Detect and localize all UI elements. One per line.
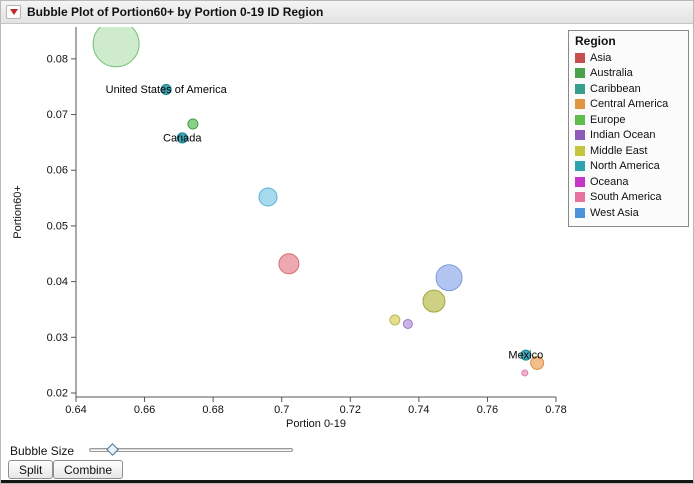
legend-item-label: Asia	[590, 51, 612, 64]
y-tick-label: 0.04	[47, 276, 68, 288]
x-tick-label: 0.68	[202, 404, 223, 416]
red-triangle-icon	[9, 9, 18, 15]
legend-color-swatch	[575, 99, 585, 110]
x-tick-label: 0.74	[408, 404, 429, 416]
bubble-plot: 0.64 0.66 0.68 0.7 0.72 0.74 0.76 0.78 0.02 0.03 0…	[12, 27, 567, 430]
x-tick-label: 0.64	[65, 404, 86, 416]
bubble-west-asia[interactable]	[258, 187, 278, 207]
legend-item-label: West Asia	[590, 206, 639, 219]
y-axis-title: Portion60+	[12, 185, 24, 239]
x-tick-label: 0.66	[134, 404, 155, 416]
y-tick-label: 0.06	[47, 165, 68, 177]
legend-item-asia[interactable]: Asia	[575, 50, 682, 66]
y-tick-label: 0.05	[47, 220, 68, 232]
legend-color-swatch	[575, 114, 585, 125]
legend-item-australia[interactable]: Australia	[575, 66, 682, 82]
legend-item-label: North America	[590, 160, 660, 173]
combine-button[interactable]: Combine	[53, 460, 124, 479]
bubble-size-label: Bubble Size	[10, 444, 75, 458]
legend-item-south-america[interactable]: South America	[575, 190, 682, 206]
slider-thumb[interactable]	[106, 443, 119, 456]
legend-item-label: Australia	[590, 67, 633, 80]
legend-title: Region	[575, 34, 616, 48]
bubble-west-asia[interactable]	[435, 264, 463, 292]
x-tick-label: 0.72	[340, 404, 361, 416]
legend-color-swatch	[575, 192, 585, 203]
bubble-central-america[interactable]	[530, 355, 545, 370]
report-title-bar: Bubble Plot of Portion60+ by Portion 0-1…	[1, 1, 693, 24]
legend-color-swatch	[575, 145, 585, 156]
legend-item-north-america[interactable]: North America	[575, 159, 682, 175]
bubble-label: United States of America	[106, 84, 228, 96]
report-title: Bubble Plot of Portion60+ by Portion 0-1…	[27, 5, 324, 19]
legend-color-swatch	[575, 207, 585, 218]
bubble-label: Mexico	[508, 350, 543, 362]
bubble-europe[interactable]	[92, 27, 140, 68]
legend-item-label: Central America	[590, 98, 669, 111]
bubble-middle-east[interactable]	[422, 289, 446, 313]
y-tick-label: 0.07	[47, 109, 68, 121]
slider-track[interactable]	[89, 448, 293, 452]
bubble-oceana[interactable]	[521, 369, 529, 377]
bubble-south-america[interactable]	[278, 253, 300, 275]
legend-item-label: Middle East	[590, 144, 648, 157]
y-tick-label: 0.08	[47, 53, 68, 65]
legend-item-label: Indian Ocean	[590, 129, 656, 142]
legend-item-oceana[interactable]: Oceana	[575, 174, 682, 190]
bubble-europe[interactable]	[187, 118, 199, 130]
y-tick-label: 0.02	[47, 388, 68, 400]
legend-item-middle-east[interactable]: Middle East	[575, 143, 682, 159]
legend-color-swatch	[575, 130, 585, 141]
legend-items: Asia Australia Caribbean Central America Eur…	[575, 50, 682, 221]
bubble-middle-east[interactable]	[389, 314, 401, 326]
x-axis-title: Portion 0-19	[286, 418, 346, 430]
legend-item-europe[interactable]: Europe	[575, 112, 682, 128]
y-tick-label: 0.03	[47, 332, 68, 344]
legend-color-swatch	[575, 176, 585, 187]
x-tick-label: 0.78	[545, 404, 566, 416]
bubble-size-slider[interactable]	[89, 442, 293, 458]
bubble-canada[interactable]	[176, 132, 188, 144]
legend-item-label: Caribbean	[590, 82, 641, 95]
legend-item-west-asia[interactable]: West Asia	[575, 205, 682, 221]
window-bottom-edge	[1, 480, 693, 483]
legend-item-label: Europe	[590, 113, 626, 126]
legend-item-indian-ocean[interactable]: Indian Ocean	[575, 128, 682, 144]
legend-item-label: Oceana	[590, 175, 629, 188]
legend-color-swatch	[575, 161, 585, 172]
bubble-label: Canada	[163, 132, 202, 144]
legend-color-swatch	[575, 83, 585, 94]
region-legend: Region Asia Australia Caribbean Central Ame…	[568, 30, 689, 227]
bubble-mexico[interactable]	[520, 349, 532, 361]
x-tick-label: 0.7	[274, 404, 289, 416]
bubble-united-states-of-america[interactable]	[160, 83, 172, 95]
x-tick-label: 0.76	[477, 404, 498, 416]
split-button[interactable]: Split	[8, 460, 54, 479]
bubble-indian-ocean[interactable]	[402, 318, 413, 329]
legend-item-label: South America	[590, 191, 662, 204]
legend-item-central-america[interactable]: Central America	[575, 97, 682, 113]
disclosure-triangle-icon[interactable]	[6, 5, 21, 19]
legend-item-caribbean[interactable]: Caribbean	[575, 81, 682, 97]
legend-color-swatch	[575, 68, 585, 79]
legend-color-swatch	[575, 52, 585, 63]
